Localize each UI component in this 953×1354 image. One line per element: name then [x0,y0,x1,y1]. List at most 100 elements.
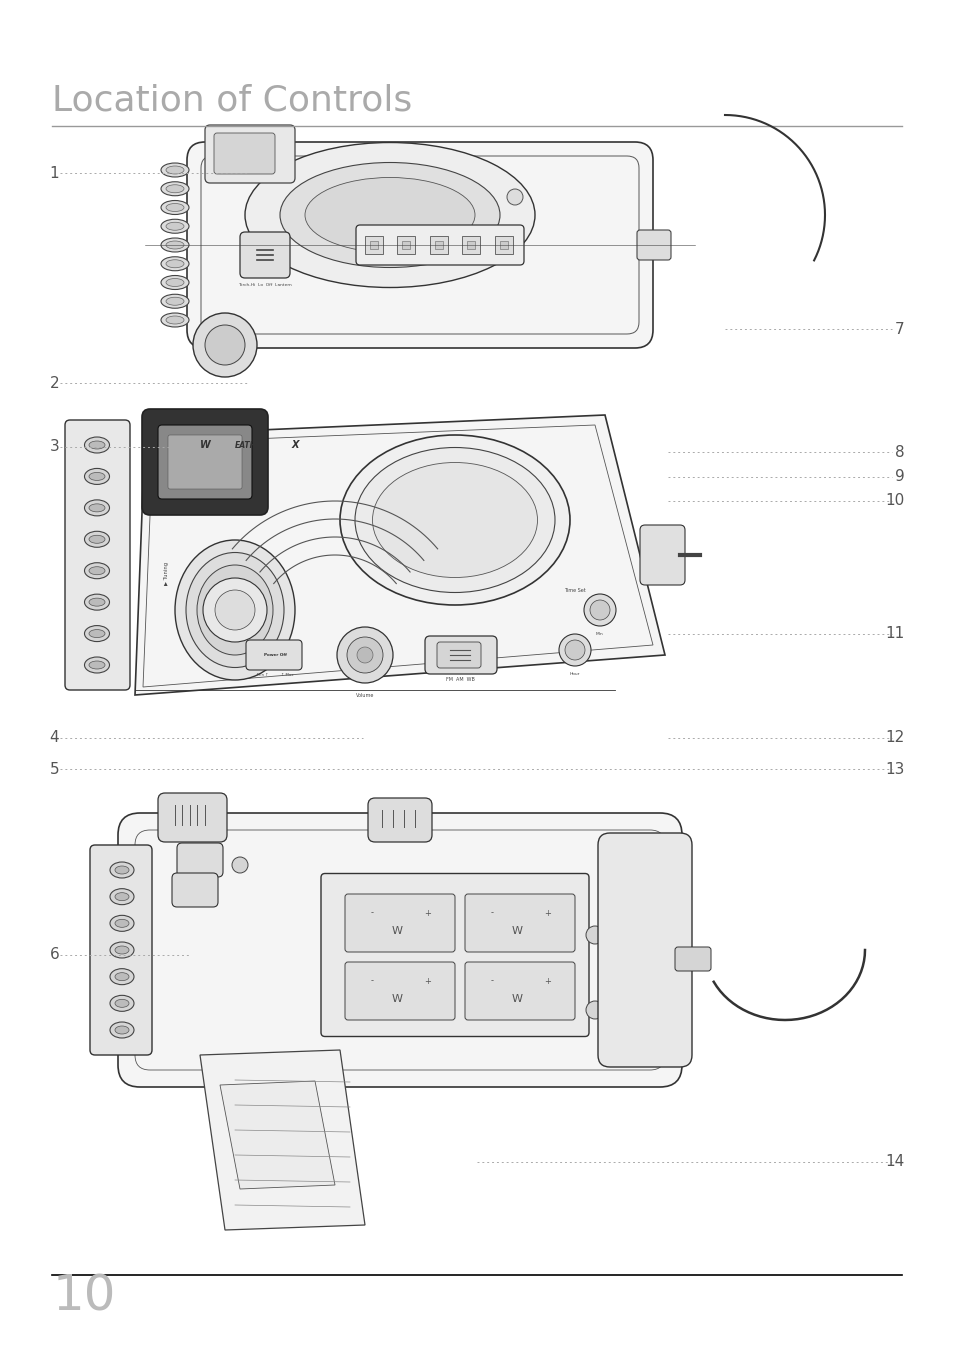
FancyBboxPatch shape [345,961,455,1020]
Ellipse shape [110,862,133,877]
Ellipse shape [110,995,133,1011]
Ellipse shape [355,448,555,593]
Text: 14: 14 [884,1154,903,1170]
Polygon shape [135,414,664,695]
Ellipse shape [166,222,184,230]
Ellipse shape [161,257,189,271]
Ellipse shape [85,500,110,516]
FancyBboxPatch shape [424,636,497,674]
Ellipse shape [161,313,189,328]
Text: FM  AM  WB: FM AM WB [445,677,474,682]
Text: W: W [391,926,402,936]
Circle shape [356,647,373,663]
Ellipse shape [89,661,105,669]
Ellipse shape [85,594,110,611]
Circle shape [558,634,590,666]
FancyBboxPatch shape [637,230,670,260]
Ellipse shape [115,1026,129,1034]
Text: EATHER: EATHER [234,440,268,450]
Text: 7: 7 [894,321,903,337]
Text: 8: 8 [894,444,903,460]
Polygon shape [200,1049,365,1229]
Bar [462,236,480,255]
FancyBboxPatch shape [187,142,652,348]
FancyBboxPatch shape [246,640,302,670]
FancyBboxPatch shape [436,642,480,668]
Ellipse shape [166,184,184,192]
Ellipse shape [85,563,110,578]
Ellipse shape [85,437,110,454]
Ellipse shape [89,473,105,481]
FancyBboxPatch shape [158,425,252,500]
Text: 13: 13 [884,761,903,777]
Ellipse shape [161,181,189,196]
Ellipse shape [166,279,184,287]
Bar [467,241,475,249]
FancyBboxPatch shape [464,961,575,1020]
Text: X: X [291,440,298,450]
Ellipse shape [89,630,105,638]
Ellipse shape [166,260,184,268]
Ellipse shape [166,203,184,211]
FancyBboxPatch shape [177,844,223,877]
FancyBboxPatch shape [639,525,684,585]
Text: +: + [544,976,551,986]
Ellipse shape [110,888,133,904]
Text: +: + [544,909,551,918]
Polygon shape [220,1080,335,1189]
Text: Min: Min [596,632,603,636]
Bar [365,236,382,255]
Text: -: - [370,909,374,918]
Text: W: W [199,440,211,450]
FancyBboxPatch shape [118,812,681,1087]
Circle shape [585,926,603,944]
Ellipse shape [89,504,105,512]
Text: 2: 2 [50,375,59,391]
Bar [370,241,377,249]
Circle shape [232,857,248,873]
Bar [430,236,448,255]
Circle shape [564,640,584,659]
Ellipse shape [89,567,105,574]
FancyBboxPatch shape [65,420,130,691]
Ellipse shape [115,919,129,927]
Bar [435,241,442,249]
FancyBboxPatch shape [90,845,152,1055]
FancyBboxPatch shape [172,873,218,907]
Text: +: + [424,909,431,918]
Ellipse shape [110,915,133,932]
Text: -: - [490,909,493,918]
FancyBboxPatch shape [168,435,242,489]
Ellipse shape [372,463,537,578]
Text: 9: 9 [894,468,903,485]
Text: 3: 3 [50,439,59,455]
Ellipse shape [85,657,110,673]
Ellipse shape [110,968,133,984]
FancyBboxPatch shape [355,225,523,265]
FancyBboxPatch shape [158,793,227,842]
Ellipse shape [305,177,475,252]
Circle shape [336,627,393,682]
Circle shape [585,1001,603,1020]
Ellipse shape [110,1022,133,1039]
Text: +: + [424,976,431,986]
Text: Hour: Hour [569,672,579,676]
Ellipse shape [280,162,499,268]
Text: 5: 5 [50,761,59,777]
FancyBboxPatch shape [368,798,432,842]
Ellipse shape [161,162,189,177]
Circle shape [589,600,609,620]
Ellipse shape [339,435,569,605]
Bar [495,236,513,255]
Ellipse shape [89,598,105,607]
Bar [402,241,410,249]
Text: W: W [391,994,402,1005]
FancyBboxPatch shape [320,873,588,1037]
Circle shape [583,594,616,626]
FancyBboxPatch shape [345,894,455,952]
Circle shape [214,590,254,630]
Text: Location of Controls: Location of Controls [52,84,413,118]
Ellipse shape [245,142,535,287]
Text: 11: 11 [884,626,903,642]
Circle shape [205,325,245,366]
